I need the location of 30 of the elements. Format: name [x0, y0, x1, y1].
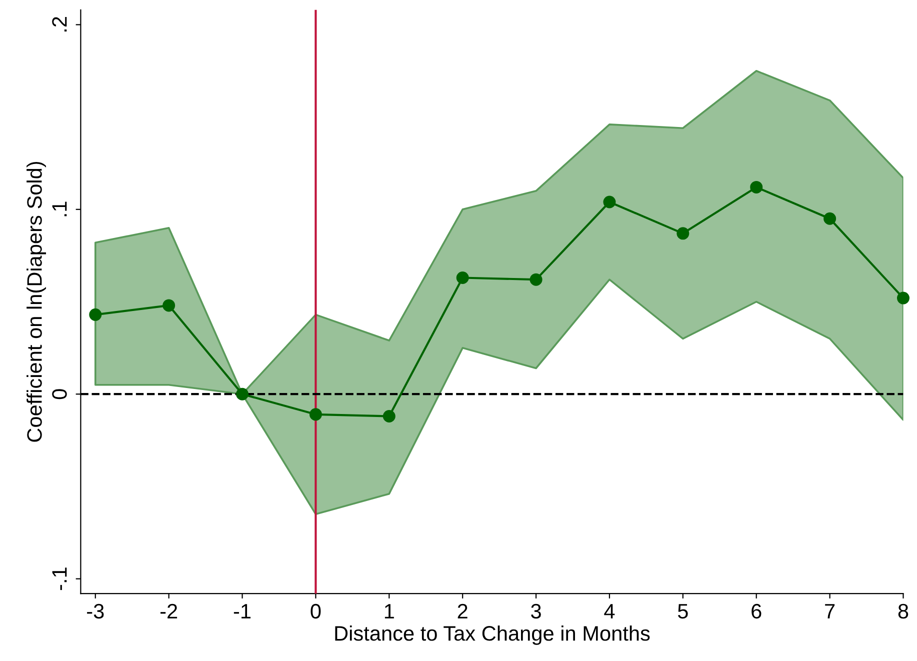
- x-tick-label: 6: [752, 604, 762, 619]
- point: [824, 212, 836, 225]
- y-tick-label: .2: [52, 17, 67, 32]
- point: [236, 388, 249, 400]
- x-tick-label: 0: [310, 604, 321, 619]
- point: [676, 227, 690, 240]
- point: [530, 273, 542, 286]
- y-tick-label: .1: [52, 202, 67, 216]
- x-tick-label: 1: [384, 604, 394, 618]
- x-axis-title: Distance to Tax Change in Months: [335, 626, 650, 645]
- x-tick-label: 4: [604, 604, 615, 618]
- point: [89, 308, 102, 321]
- point: [456, 271, 469, 284]
- x-tick-label: 5: [678, 604, 688, 619]
- x-tick-label: -3: [87, 604, 104, 619]
- point: [896, 292, 910, 304]
- x-tick-label: 3: [531, 604, 541, 619]
- x-tick-label: 8: [898, 604, 908, 619]
- point: [603, 196, 616, 208]
- x-tick-label: -1: [234, 604, 251, 618]
- y-tick-label: -.1: [52, 568, 67, 590]
- x-tick-label: 2: [458, 604, 468, 618]
- x-tick-label: 7: [825, 604, 835, 618]
- x-tick-label: -2: [160, 604, 178, 618]
- point: [750, 180, 763, 194]
- y-axis-title: Coefficient on ln(Diapers Sold): [26, 162, 46, 442]
- point: [309, 408, 322, 421]
- point: [382, 410, 396, 423]
- y-tick-label: 0: [52, 389, 67, 400]
- point: [162, 299, 176, 312]
